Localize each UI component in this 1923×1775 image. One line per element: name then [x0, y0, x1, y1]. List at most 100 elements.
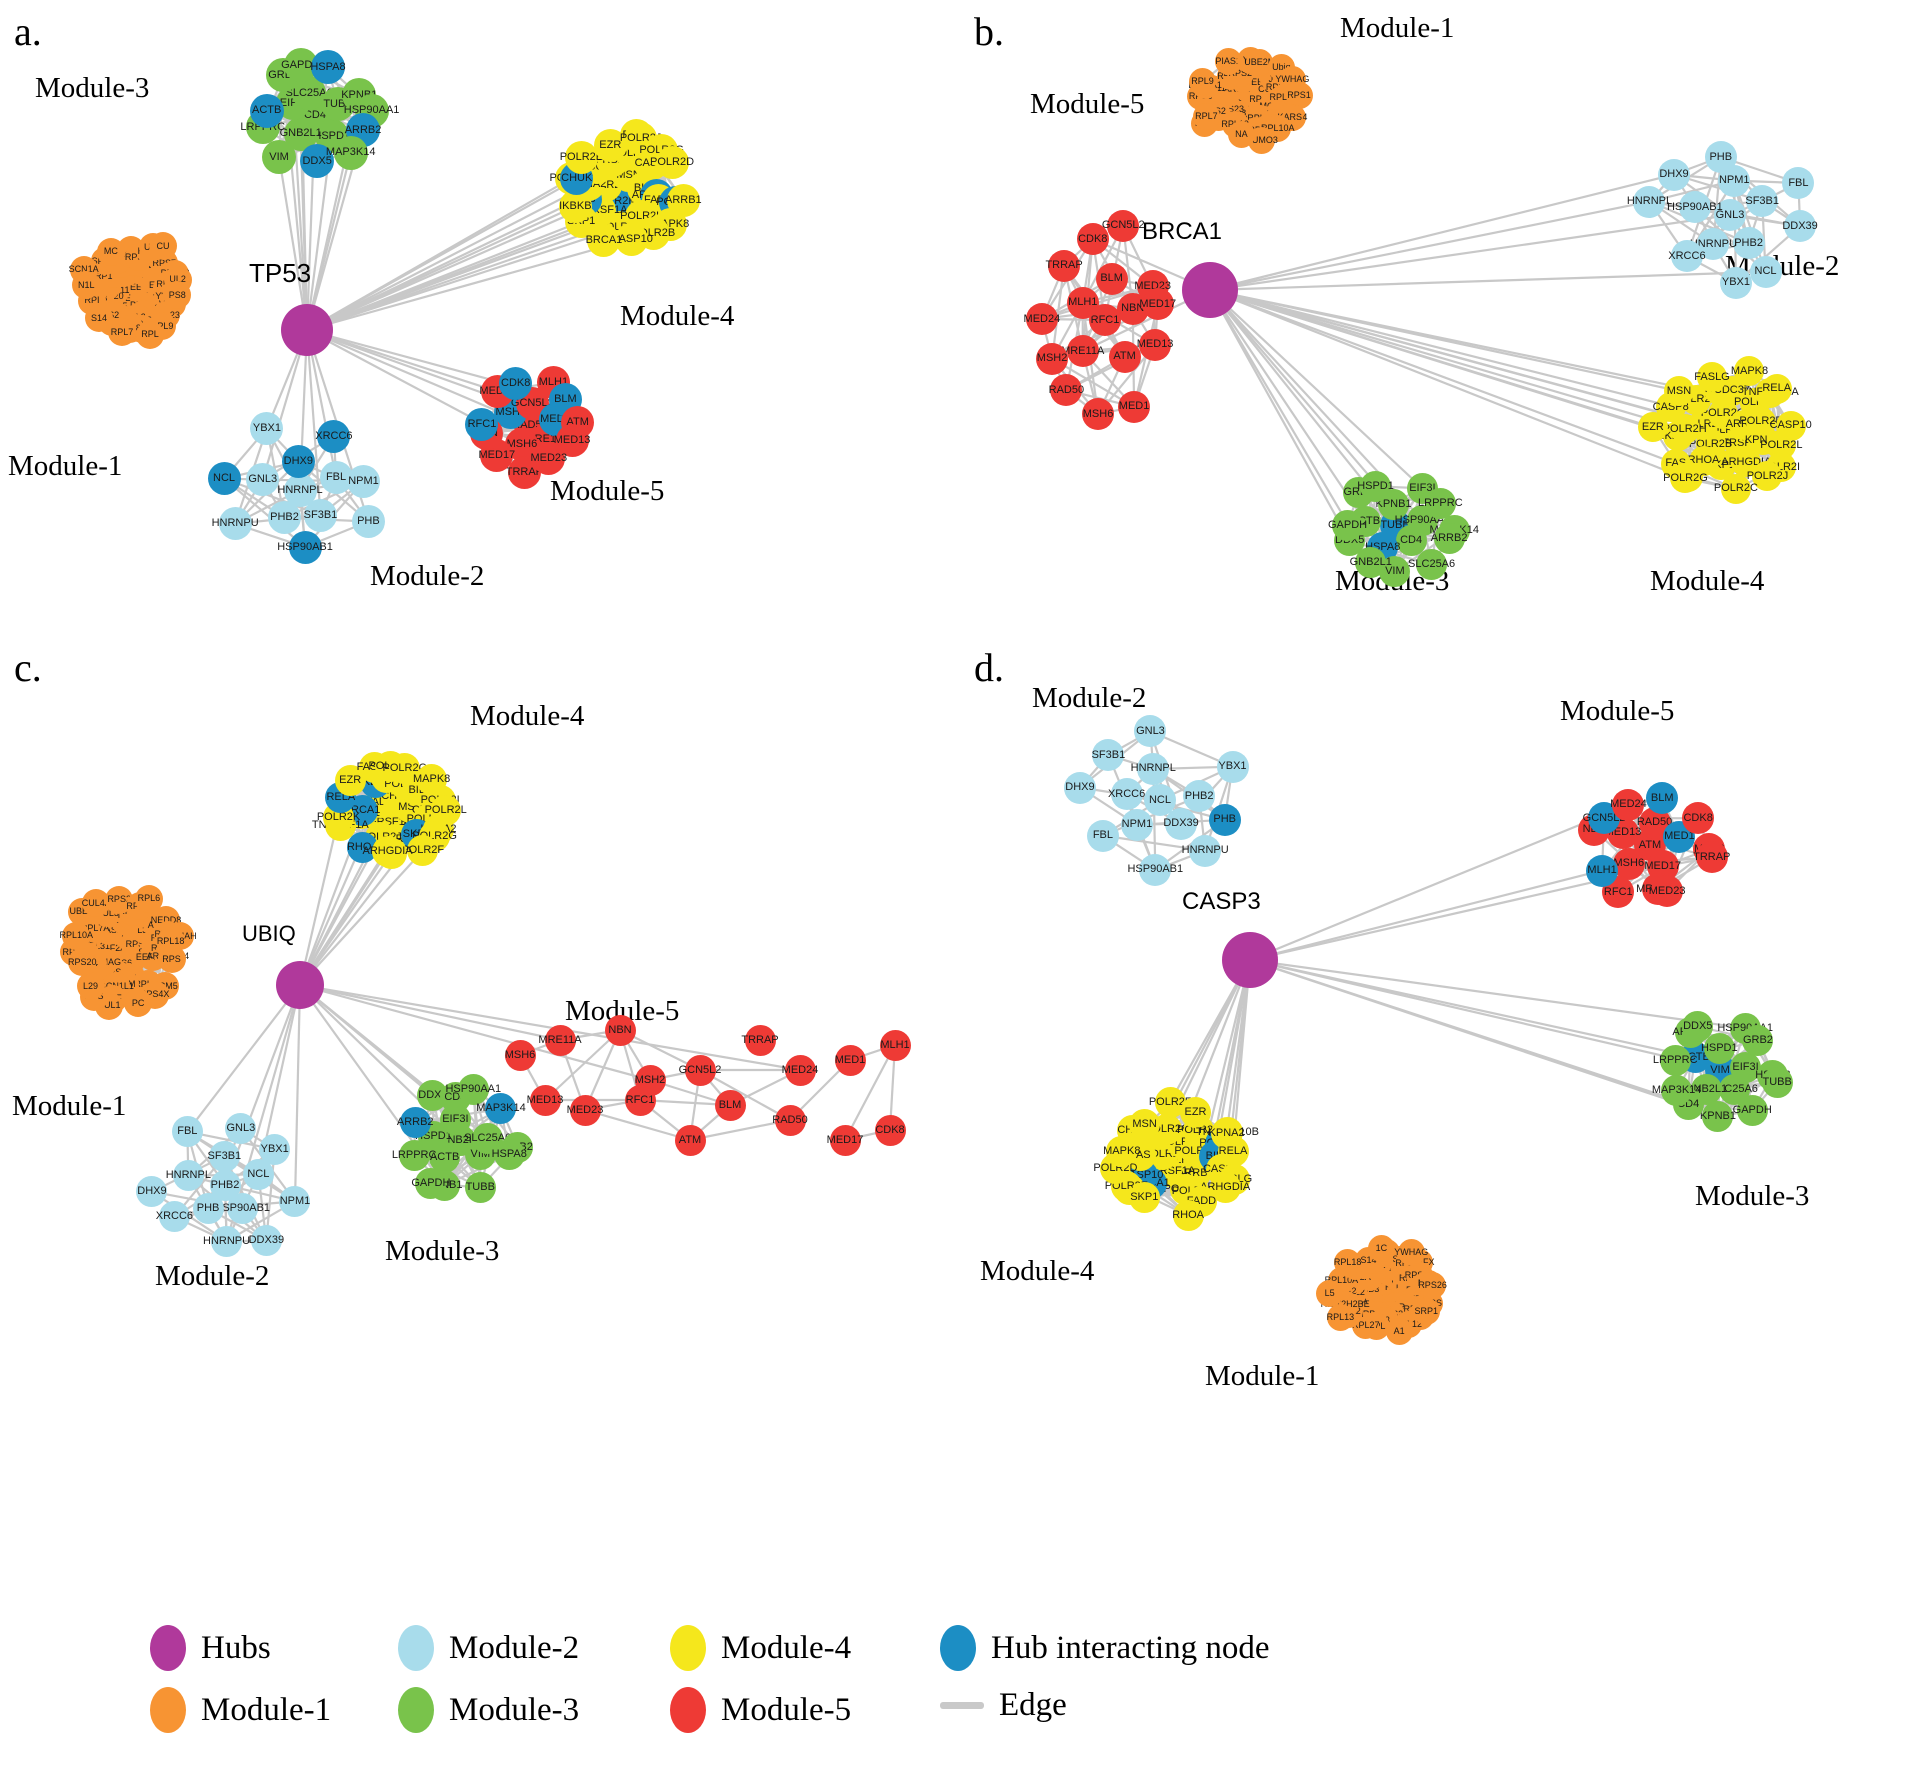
network-node[interactable]: ATM — [674, 1124, 706, 1156]
network-node[interactable]: NBN — [604, 1014, 636, 1046]
network-node[interactable]: CDK8 — [874, 1114, 906, 1146]
network-node[interactable]: DHX9 — [281, 445, 315, 479]
network-node[interactable]: RPL — [136, 320, 165, 349]
network-node[interactable]: MSN — [1129, 1108, 1161, 1140]
network-node[interactable]: YBX1 — [1216, 750, 1249, 783]
network-node[interactable]: HSPA8 — [492, 1139, 527, 1171]
network-node[interactable]: RPL10A — [60, 921, 93, 950]
network-node[interactable]: NPM1 — [1120, 808, 1153, 841]
network-node[interactable]: HNRNPU — [212, 507, 259, 541]
network-node[interactable]: FBL — [1086, 819, 1119, 852]
network-node[interactable]: GCN5L2 — [679, 1054, 721, 1086]
network-node[interactable]: PHB — [192, 1192, 224, 1224]
network-node[interactable]: YBX1 — [259, 1133, 291, 1165]
network-node[interactable]: MED1 — [1118, 390, 1151, 423]
network-node[interactable]: GNL3 — [225, 1112, 257, 1144]
network-node[interactable]: RELA — [1761, 373, 1792, 404]
network-node[interactable]: HNRNPL — [166, 1160, 211, 1192]
network-node[interactable]: POLR2C — [1714, 473, 1758, 504]
network-node[interactable]: SRP1 — [1412, 1297, 1440, 1325]
network-node[interactable]: RPL7 — [1192, 102, 1220, 130]
network-node[interactable]: HSP90AB1 — [214, 1193, 270, 1225]
network-node[interactable]: YBX1 — [1719, 266, 1752, 299]
network-node[interactable]: BLM — [714, 1089, 746, 1121]
network-node[interactable]: HNRNPL — [1627, 185, 1672, 218]
network-node[interactable]: MAP3K14 — [326, 135, 375, 170]
network-node[interactable]: HNRNPU — [203, 1225, 250, 1257]
network-node[interactable]: PHB — [1704, 141, 1737, 174]
network-node[interactable]: MED1 — [834, 1044, 866, 1076]
network-node[interactable]: TRRAP — [741, 1024, 779, 1056]
network-node[interactable]: CDK8 — [1076, 223, 1109, 256]
network-node[interactable]: MED23 — [567, 1094, 603, 1126]
network-node[interactable]: NPM1 — [347, 464, 381, 498]
network-node[interactable]: XRCC6 — [1108, 778, 1145, 811]
network-node[interactable]: RHOA — [1172, 1199, 1204, 1231]
network-node[interactable]: HSP90AB1 — [277, 530, 333, 564]
hub-node[interactable]: UBIQ — [242, 923, 324, 1009]
network-node[interactable]: NA — [1227, 120, 1255, 148]
network-node[interactable]: MSH2 — [1036, 342, 1069, 375]
network-node[interactable]: SF3B1 — [304, 498, 337, 532]
network-node[interactable]: XRCC6 — [315, 419, 353, 453]
network-node[interactable]: TRRAP — [1693, 841, 1730, 874]
network-node[interactable]: GNL3 — [1714, 199, 1746, 231]
network-node[interactable]: HSP90AB1 — [1127, 853, 1183, 886]
network-node[interactable]: HSPD1 — [1701, 1033, 1738, 1065]
network-node[interactable]: MED17 — [1139, 288, 1176, 321]
network-node[interactable]: GCN5L2 — [1102, 209, 1145, 242]
network-node[interactable]: ATM — [1108, 340, 1141, 373]
network-node[interactable]: RFC1 — [624, 1084, 656, 1116]
hub-node[interactable]: CASP3 — [1182, 890, 1278, 988]
hub-node[interactable]: TP53 — [249, 260, 333, 356]
network-node[interactable]: MED13 — [527, 1084, 563, 1116]
network-node[interactable]: DDX39 — [249, 1225, 284, 1257]
network-node[interactable]: 1C — [1367, 1235, 1395, 1263]
network-node[interactable]: SKP1 — [1128, 1181, 1160, 1213]
network-node[interactable]: LRPPRC — [392, 1139, 436, 1171]
network-node[interactable]: MSH6 — [1612, 847, 1645, 880]
network-node[interactable]: MED17 — [827, 1124, 863, 1156]
network-node[interactable]: PHB2 — [1732, 227, 1765, 260]
network-node[interactable]: ARRB2 — [397, 1107, 434, 1139]
network-node[interactable]: GRB2 — [1742, 1024, 1774, 1056]
network-node[interactable]: DHX9 — [1063, 771, 1096, 804]
network-node[interactable]: TRRAP — [1045, 249, 1083, 282]
network-node[interactable]: GAPDH — [1733, 1095, 1772, 1127]
network-node[interactable]: ARRB2 — [1431, 522, 1467, 554]
network-node[interactable]: HNRNPL — [1131, 752, 1176, 785]
network-node[interactable]: NCL — [207, 461, 241, 495]
network-node[interactable]: LRPPRC — [1653, 1044, 1698, 1076]
network-node[interactable]: YWHAG — [1394, 1239, 1428, 1267]
network-node[interactable]: DHX9 — [1658, 158, 1690, 191]
network-node[interactable]: MSH6 — [1082, 398, 1115, 431]
network-node[interactable]: DDX39 — [1163, 807, 1199, 840]
network-node[interactable]: L5 — [1316, 1279, 1344, 1307]
network-node[interactable]: RAD50 — [772, 1104, 808, 1136]
network-node[interactable]: MC — [96, 237, 125, 266]
network-node[interactable]: MLH1 — [879, 1029, 911, 1061]
network-node[interactable]: MRE11A — [538, 1024, 582, 1056]
network-node[interactable]: RPS — [157, 945, 186, 974]
network-node[interactable]: SF3B1 — [208, 1140, 241, 1172]
network-node[interactable]: HSP90AB1 — [1667, 191, 1723, 224]
network-node[interactable]: RPS26 — [1418, 1271, 1447, 1299]
network-node[interactable]: TUBB — [1761, 1066, 1793, 1098]
network-node[interactable]: L29 — [76, 972, 105, 1001]
network-node[interactable]: MLH1 — [1066, 286, 1099, 319]
network-node[interactable]: PHB — [351, 505, 385, 539]
hub-node[interactable]: BRCA1 — [1142, 220, 1238, 318]
network-node[interactable]: HNRNPU — [1182, 834, 1229, 867]
network-node[interactable]: NCL — [1749, 255, 1782, 288]
network-node[interactable]: BLM — [1095, 262, 1128, 295]
network-node[interactable]: RPL13 — [1327, 1303, 1354, 1331]
network-node[interactable]: ARHGDIA — [362, 836, 413, 868]
network-node[interactable]: A1 — [1385, 1317, 1413, 1345]
network-node[interactable]: MLH1 — [1586, 854, 1619, 887]
network-node[interactable]: MSN — [1663, 376, 1694, 407]
network-node[interactable]: ACTB — [249, 93, 284, 128]
network-node[interactable]: MED13 — [1137, 328, 1173, 361]
network-node[interactable]: RELA — [1217, 1136, 1249, 1168]
network-node[interactable]: PHB — [1208, 803, 1241, 836]
network-node[interactable]: RPL9 — [1189, 68, 1217, 96]
